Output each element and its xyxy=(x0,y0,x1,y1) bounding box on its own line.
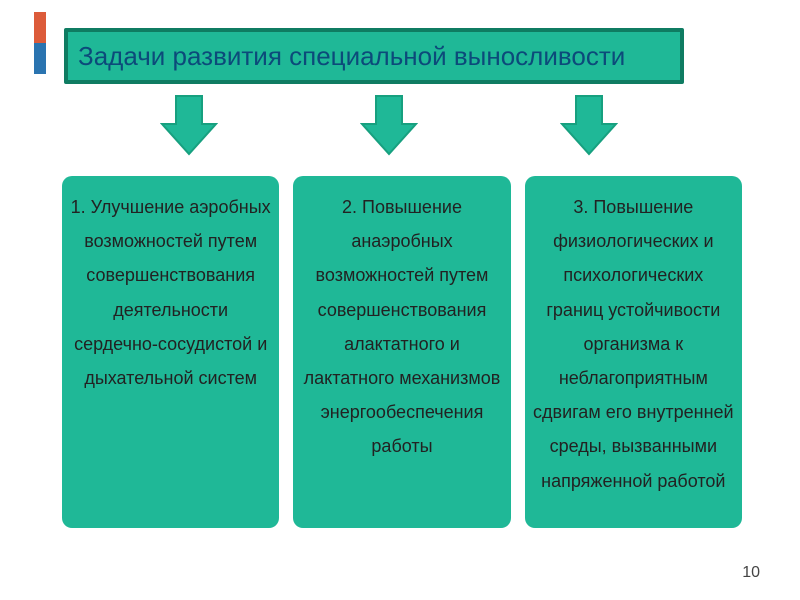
page-number: 10 xyxy=(742,564,760,582)
boxes-row: 1. Улучшение аэробных возможностей путем… xyxy=(62,176,742,528)
task-box-3: 3. Повышение физиологических и психологи… xyxy=(525,176,742,528)
title-box: Задачи развития специальной выносливости xyxy=(64,28,684,84)
title-text: Задачи развития специальной выносливости xyxy=(78,41,625,72)
arrow-down-icon xyxy=(360,94,418,161)
task-text: 2. Повышение анаэробных возможностей пут… xyxy=(301,190,502,464)
arrow-down-icon xyxy=(560,94,618,161)
arrows-row xyxy=(0,94,800,164)
accent-bottom xyxy=(34,43,46,74)
task-text: 3. Повышение физиологических и психологи… xyxy=(533,190,734,498)
accent-top xyxy=(34,12,46,43)
arrow-down-icon xyxy=(160,94,218,161)
slide-accent xyxy=(34,12,46,74)
task-box-1: 1. Улучшение аэробных возможностей путем… xyxy=(62,176,279,528)
task-text: 1. Улучшение аэробных возможностей путем… xyxy=(70,190,271,395)
task-box-2: 2. Повышение анаэробных возможностей пут… xyxy=(293,176,510,528)
